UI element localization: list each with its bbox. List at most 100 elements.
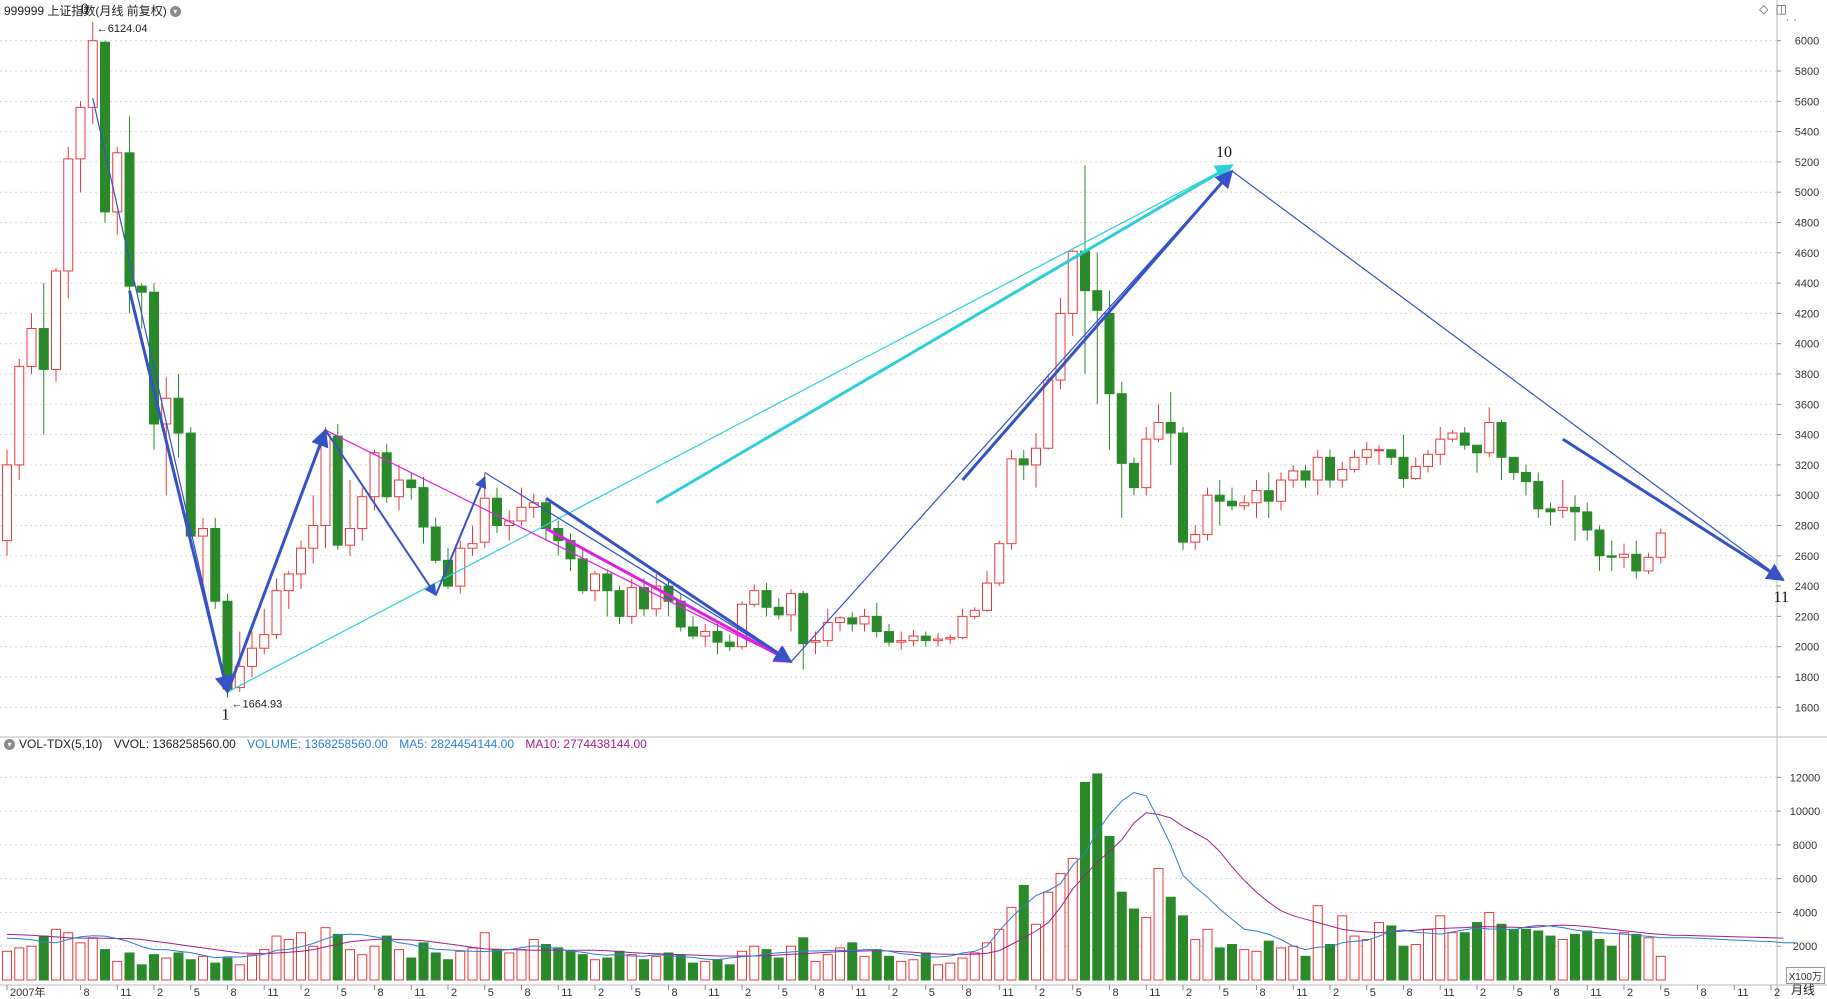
volume-tick-label: 10000 xyxy=(1790,806,1821,818)
candle-body xyxy=(1043,379,1054,449)
wave-arrow-down-3 xyxy=(324,429,437,597)
candle-body xyxy=(1067,250,1078,314)
candle-body xyxy=(198,528,208,537)
candle-down xyxy=(541,498,551,541)
x-tick-label: 5 xyxy=(1370,987,1376,999)
x-tick-label: 11 xyxy=(1590,987,1601,999)
candle-body xyxy=(1557,506,1568,511)
candle-body xyxy=(492,497,502,526)
candle-up xyxy=(1423,449,1433,473)
x-tick-label: 11 xyxy=(267,987,278,999)
candle-body xyxy=(87,40,98,108)
volume-bar-up xyxy=(700,960,711,981)
candle-body xyxy=(957,615,968,639)
x-tick-label: 11 xyxy=(855,987,866,999)
candle-body xyxy=(1349,456,1360,470)
price-tick-label: 2000 xyxy=(1795,642,1819,654)
candle-body xyxy=(1325,456,1335,481)
volume-bar-up xyxy=(51,928,61,981)
candle-down xyxy=(136,283,147,329)
candle-body xyxy=(296,547,306,575)
volume-bar-down xyxy=(675,954,686,981)
volume-bar-up xyxy=(1239,949,1250,981)
candle-body xyxy=(271,590,282,636)
x-tick-label: 8 xyxy=(84,987,90,999)
candle-up xyxy=(1410,457,1421,481)
volume-bar-down xyxy=(688,962,698,981)
candle-body xyxy=(920,635,931,642)
toolbar-right: ◇ ◫ xyxy=(1755,2,1787,16)
candle-body xyxy=(26,328,37,367)
candle-body xyxy=(1116,393,1127,464)
diamond-icon[interactable]: ◇ xyxy=(1759,2,1769,16)
volume-bar-up xyxy=(234,964,245,981)
chevron-down-icon[interactable]: ▾ xyxy=(169,6,181,18)
candle-up xyxy=(357,487,368,541)
candle-up xyxy=(75,101,86,193)
candle-body xyxy=(443,559,453,587)
volume-bar-up xyxy=(1361,938,1372,981)
volume-bar-down xyxy=(1594,938,1605,981)
volume-bar-up xyxy=(810,960,821,981)
x-tick-label: 8 xyxy=(819,987,825,999)
volume-bar-up xyxy=(479,932,490,981)
candle-body xyxy=(602,573,613,592)
window-icon[interactable]: ◫ xyxy=(1775,2,1787,16)
candle-up xyxy=(2,449,12,556)
candle-down xyxy=(1631,540,1642,579)
candle-body xyxy=(1508,456,1519,473)
candle-up xyxy=(1337,461,1348,488)
volume-bar-down xyxy=(1398,945,1409,981)
candle-down xyxy=(1594,525,1605,571)
volume-bar-up xyxy=(1435,915,1446,981)
volume-bar-down xyxy=(100,949,110,981)
volume-bar-up xyxy=(455,950,466,981)
volume-bar-down xyxy=(884,955,894,981)
volume-bar-up xyxy=(1557,938,1568,981)
price-tick-label: 2800 xyxy=(1795,520,1819,532)
volume-bar-up xyxy=(1337,915,1348,981)
volume-bar-up xyxy=(283,938,294,981)
volume-bar-up xyxy=(1043,891,1054,981)
candle-body xyxy=(418,487,429,528)
wave-label: 10 xyxy=(1216,144,1232,161)
candle-up xyxy=(1202,487,1213,541)
candle-body xyxy=(149,291,159,425)
volume-header: ▾ VOL-TDX(5,10) VVOL: 1368258560.00 VOLUM… xyxy=(4,737,655,751)
candle-up xyxy=(516,487,527,526)
x-tick-label: 8 xyxy=(231,987,237,999)
candle-down xyxy=(124,116,135,314)
x-tick-label: 2 xyxy=(1627,987,1633,999)
x-tick-label: 5 xyxy=(1664,987,1670,999)
candle-up xyxy=(1312,449,1323,496)
candle-down xyxy=(1227,487,1237,511)
volume-bar-down xyxy=(1545,935,1556,981)
volume-bar-up xyxy=(161,957,172,981)
candle-up xyxy=(1153,404,1164,443)
volume-bar-down xyxy=(1386,925,1397,981)
candle-body xyxy=(614,590,625,617)
candle-body xyxy=(847,617,858,625)
price-tick-label: 5800 xyxy=(1795,66,1819,78)
x-tick-label: 11 xyxy=(1737,987,1748,999)
price-tick-label: 4200 xyxy=(1795,308,1819,320)
candle-body xyxy=(100,41,110,213)
candle-body xyxy=(1276,479,1286,502)
period-label[interactable]: 月线 xyxy=(1790,983,1815,997)
extreme-price-label: ←1664.93 xyxy=(232,698,283,710)
candle-body xyxy=(1655,532,1666,558)
candle-up xyxy=(345,480,355,556)
chevron-down-icon[interactable]: ▾ xyxy=(4,739,15,751)
candle-body xyxy=(283,573,294,592)
volume-bar-down xyxy=(639,959,649,981)
volume-bar-down xyxy=(1092,773,1103,981)
candle-down xyxy=(210,517,221,609)
candle-down xyxy=(1398,434,1409,488)
candle-body xyxy=(590,573,600,592)
candle-up xyxy=(112,146,123,235)
candle-down xyxy=(1092,252,1103,405)
volume-bar-down xyxy=(577,954,588,981)
candle-down xyxy=(1263,472,1274,518)
indicator-name[interactable]: VOL-TDX(5,10) xyxy=(19,737,103,751)
x-tick-label: 8 xyxy=(1113,987,1119,999)
